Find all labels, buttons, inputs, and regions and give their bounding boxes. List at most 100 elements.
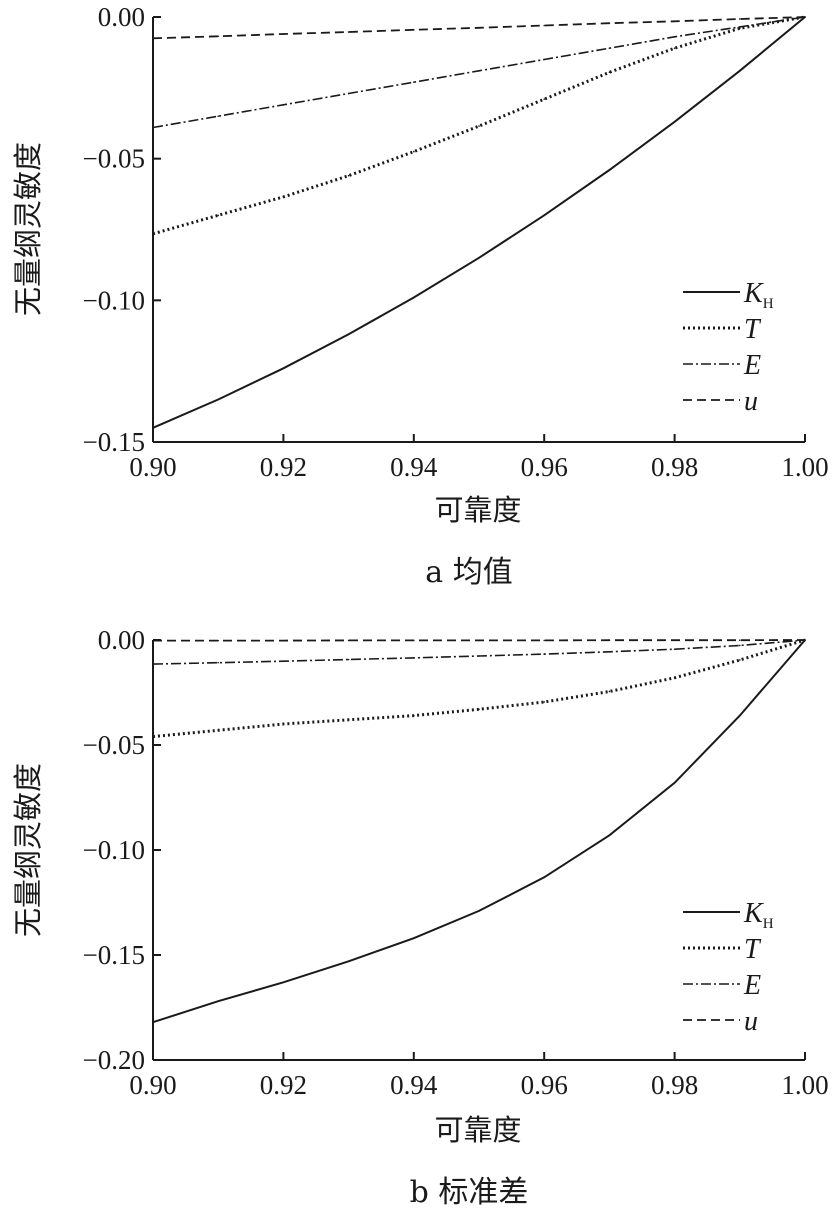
data-point-K: [282, 981, 285, 984]
legend-label-E: E: [743, 970, 761, 1001]
y-tick-label: 0.00: [98, 625, 145, 655]
y-tick-label: 0.00: [98, 2, 145, 32]
data-point-T: [217, 729, 219, 732]
data-point-K: [478, 257, 480, 259]
data-point-T: [543, 701, 545, 703]
data-point-u: [543, 24, 545, 27]
data-point-K: [217, 1000, 219, 1002]
legend-label-E: E: [743, 350, 761, 381]
data-point-u: [673, 20, 676, 23]
data-point-T: [282, 196, 285, 198]
data-point-K: [282, 367, 285, 370]
data-point-u: [347, 31, 350, 33]
legend-label-subscript: H: [763, 296, 774, 312]
x-tick-label: 1.00: [781, 1070, 828, 1100]
data-point-u: [217, 35, 219, 38]
legend-label-K: KH: [743, 278, 774, 312]
data-point-u: [478, 26, 480, 29]
data-point-u: [282, 639, 285, 642]
series-line-E: [152, 16, 806, 129]
legend-label-text: u: [744, 386, 758, 417]
x-axis-label: 可靠度: [434, 493, 521, 527]
data-point-K: [739, 714, 741, 717]
legend-label-T: T: [744, 934, 762, 965]
data-point-T: [217, 214, 219, 217]
data-point-E: [739, 26, 741, 28]
data-point-u: [673, 639, 676, 642]
y-axis-label: 无量纲灵敏度: [11, 763, 45, 937]
series-line-T: [152, 638, 806, 739]
x-tick-label: 0.96: [521, 452, 568, 482]
x-tick-label: 0.92: [260, 1070, 307, 1100]
data-point-T: [608, 690, 611, 693]
legend-label-text: E: [743, 350, 761, 381]
legend-label-text: K: [743, 898, 764, 929]
data-point-E: [673, 648, 676, 651]
y-axis-label: 无量纲灵敏度: [11, 142, 45, 316]
data-point-E: [282, 104, 285, 106]
panel-caption: b 标准差: [410, 1175, 529, 1210]
data-point-T: [739, 659, 741, 661]
y-tick-label: −0.15: [83, 427, 145, 457]
legend-label-T: T: [744, 314, 762, 345]
data-point-T: [478, 125, 480, 127]
data-point-K: [217, 398, 219, 401]
x-tick-label: 0.96: [521, 1070, 568, 1100]
data-point-E: [478, 70, 480, 72]
legend-label-K: KH: [743, 898, 774, 932]
data-point-T: [413, 150, 415, 153]
x-tick-label: 0.90: [129, 1070, 176, 1100]
data-point-u: [739, 639, 741, 642]
data-point-T: [543, 98, 545, 100]
y-tick-label: −0.15: [83, 940, 145, 970]
series-line-T: [152, 15, 806, 236]
data-point-K: [347, 333, 350, 336]
series-line-K: [152, 16, 806, 429]
data-point-K: [543, 214, 545, 217]
data-point-T: [347, 174, 350, 177]
y-tick-label: −0.05: [83, 144, 145, 174]
data-point-u: [282, 33, 285, 35]
panel-caption: a 均值: [425, 555, 512, 590]
data-point-K: [347, 960, 350, 963]
data-point-u: [413, 639, 415, 642]
data-point-E: [543, 653, 545, 655]
data-point-T: [478, 708, 480, 711]
data-point-u: [804, 16, 806, 18]
x-tick-label: 0.98: [651, 1070, 698, 1100]
data-point-E: [347, 658, 350, 661]
data-point-T: [673, 47, 676, 49]
data-point-K: [608, 169, 611, 171]
data-point-T: [673, 677, 676, 679]
x-axis-label: 可靠度: [434, 1113, 521, 1147]
data-point-E: [152, 663, 154, 665]
data-point-E: [217, 661, 219, 664]
legend-label-u: u: [744, 386, 758, 417]
legend-label-u: u: [744, 1006, 758, 1037]
data-point-K: [608, 834, 611, 837]
legend-label-subscript: H: [763, 916, 774, 932]
chart-panel-1: 0.90 0.92 0.94 0.96 0.98 1.00 0.00 −0.05 −0.10 −0…: [11, 2, 829, 590]
legend-label-text: T: [744, 934, 762, 965]
data-point-E: [217, 115, 219, 117]
data-point-T: [608, 71, 611, 74]
x-tick-label: 0.94: [390, 452, 438, 482]
data-point-u: [608, 22, 611, 25]
data-point-u: [478, 639, 480, 642]
data-point-u: [413, 28, 415, 31]
data-point-E: [673, 36, 676, 38]
x-tick-label: 0.92: [260, 452, 307, 482]
x-tick-label: 1.00: [781, 452, 828, 482]
data-point-K: [413, 937, 415, 939]
data-point-u: [543, 639, 545, 642]
data-point-T: [152, 232, 154, 235]
data-point-T: [413, 714, 415, 717]
data-point-E: [413, 657, 415, 659]
data-point-u: [217, 639, 219, 642]
data-point-u: [152, 37, 154, 40]
chart-panel-2: 0.90 0.92 0.94 0.96 0.98 1.00 0.00 −0.05 −0.10 −0…: [11, 625, 829, 1210]
data-point-T: [739, 27, 741, 30]
